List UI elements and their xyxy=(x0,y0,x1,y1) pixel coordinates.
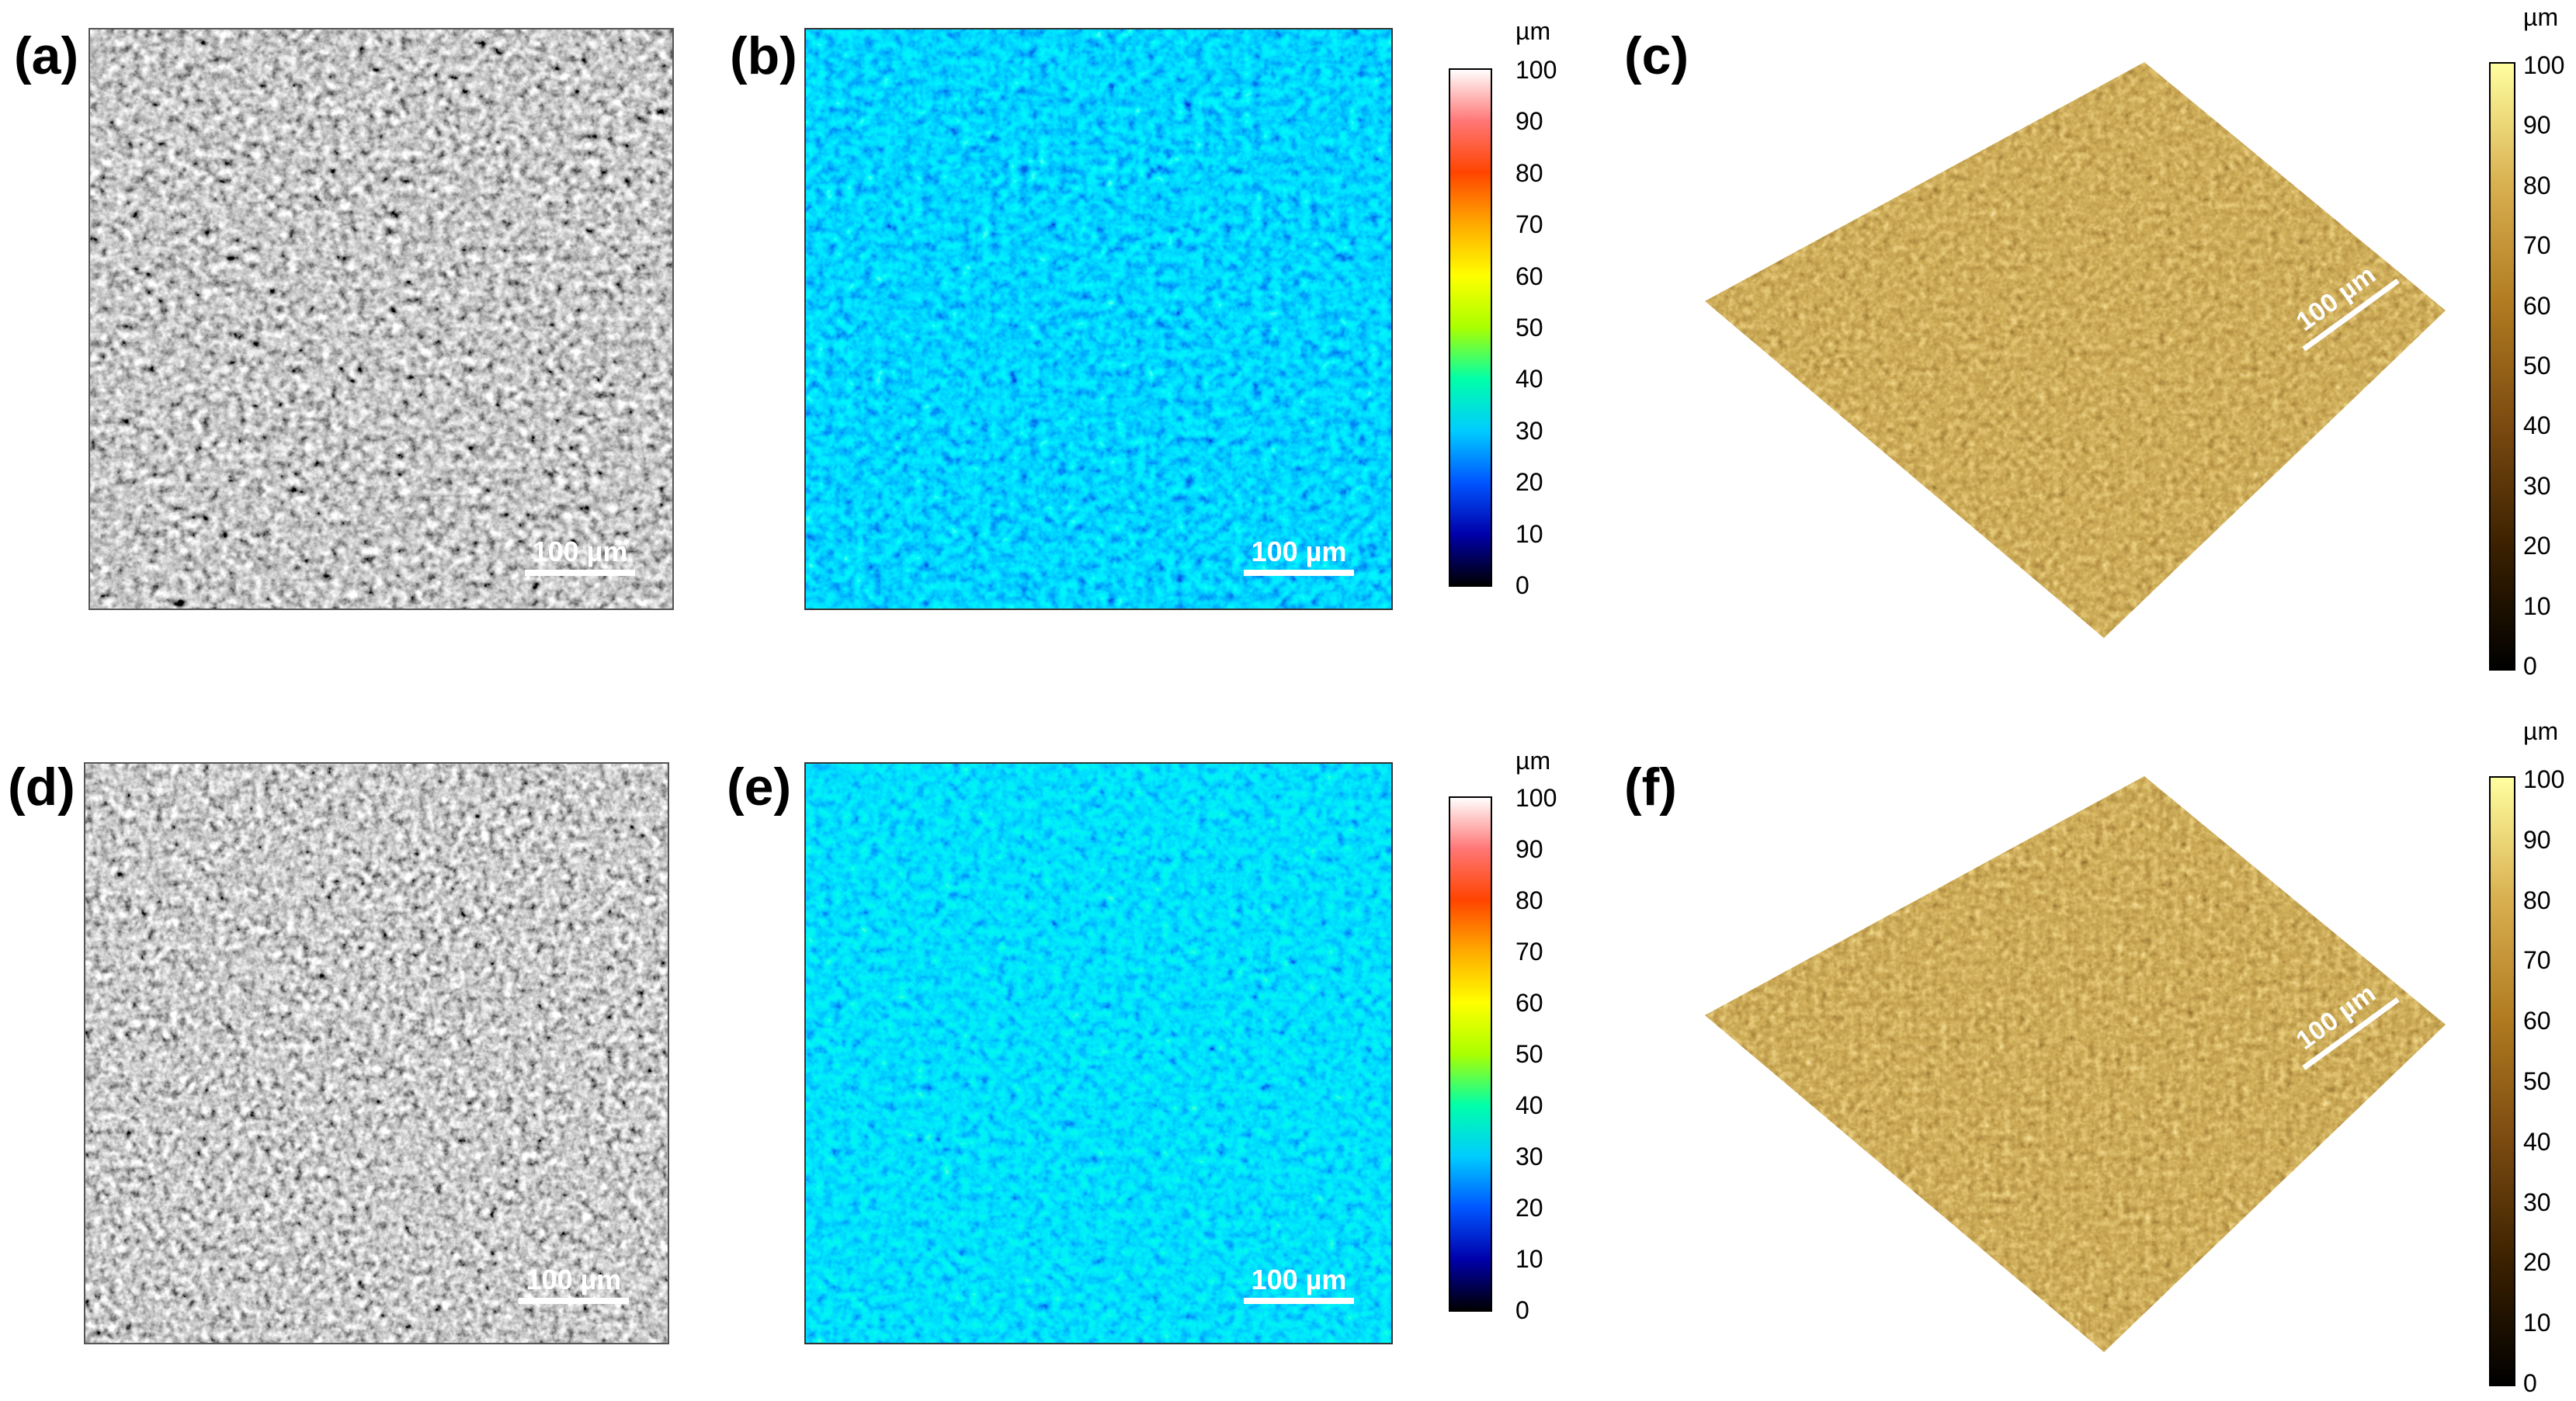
colorbar-tick-label: 20 xyxy=(2523,532,2551,560)
colorbar-tick-label: 100 xyxy=(2523,51,2565,79)
colorbar-tick-label: 40 xyxy=(1515,1091,1543,1119)
surface-3d-c: 100 µm xyxy=(1700,54,2453,644)
colorbar-tick-label: 30 xyxy=(1515,416,1543,445)
scalebar-line xyxy=(525,570,635,576)
colorbar-tick-label: 80 xyxy=(2523,886,2551,914)
panel-label-b: (b) xyxy=(730,26,797,85)
colorbar-tick-label: 90 xyxy=(2523,825,2551,854)
scalebar-line xyxy=(1244,1298,1354,1304)
scalebar-line xyxy=(1244,570,1354,576)
colorbar-gradient xyxy=(1449,796,1492,1312)
colorbar-gold-2: µm 100 90 80 70 60 50 40 30 20 10 0 xyxy=(2484,714,2576,1397)
colorbar-tick-label: 50 xyxy=(2523,352,2551,380)
scalebar-label: 100 µm xyxy=(1251,536,1347,567)
colorbar-tick-label: 60 xyxy=(1515,989,1543,1017)
colorbar-jet-2: µm 100 90 80 70 60 50 40 30 20 10 0 xyxy=(1444,745,1599,1335)
colorbar-tick-label: 20 xyxy=(2523,1248,2551,1277)
colorbar-tick-label: 30 xyxy=(2523,471,2551,500)
colorbar-tick-label: 50 xyxy=(2523,1067,2551,1095)
surface-3d-f: 100 µm xyxy=(1700,768,2453,1358)
colorbar-tick-label: 80 xyxy=(1515,886,1543,914)
height-map-e xyxy=(804,762,1393,1344)
scalebar-line xyxy=(2302,997,2400,1070)
scalebar-a: 100 µm xyxy=(522,536,638,582)
colorbar-tick-label: 60 xyxy=(2523,291,2551,320)
colorbar-unit: µm xyxy=(1515,17,1551,45)
sem-image-a xyxy=(89,28,674,610)
colorbar-tick-label: 100 xyxy=(1515,784,1557,812)
colorbar-tick-label: 70 xyxy=(1515,938,1543,966)
colorbar-tick-label: 80 xyxy=(1515,158,1543,187)
panel-label-f: (f) xyxy=(1624,758,1677,817)
colorbar-unit: µm xyxy=(2523,717,2559,745)
colorbar-tick-label: 20 xyxy=(1515,468,1543,497)
colorbar-tick-label: 70 xyxy=(2523,231,2551,260)
colorbar-tick-label: 0 xyxy=(1515,571,1529,599)
height-map-b xyxy=(804,28,1393,610)
colorbar-unit: µm xyxy=(2523,3,2559,31)
colorbar-unit: µm xyxy=(1515,747,1551,775)
scalebar-d: 100 µm xyxy=(516,1264,632,1310)
colorbar-tick-label: 40 xyxy=(1515,365,1543,394)
colorbar-tick-label: 100 xyxy=(2523,765,2565,793)
colorbar-tick-label: 0 xyxy=(2523,652,2537,680)
colorbar-tick-label: 60 xyxy=(2523,1007,2551,1035)
panel-label-a: (a) xyxy=(14,26,79,85)
colorbar-tick-label: 90 xyxy=(2523,111,2551,140)
scalebar-label: 100 µm xyxy=(526,1264,622,1295)
colorbar-jet-1: µm 100 90 80 70 60 50 40 30 20 10 0 xyxy=(1444,16,1599,605)
colorbar-tick-label: 0 xyxy=(2523,1369,2537,1397)
colorbar-tick-label: 50 xyxy=(1515,314,1543,342)
colorbar-tick-label: 20 xyxy=(1515,1194,1543,1222)
sem-image-d xyxy=(84,762,669,1344)
colorbar-gradient xyxy=(2489,62,2515,671)
colorbar-tick-label: 70 xyxy=(2523,946,2551,975)
colorbar-tick-label: 50 xyxy=(1515,1040,1543,1068)
colorbar-tick-label: 10 xyxy=(1515,519,1543,548)
colorbar-tick-label: 0 xyxy=(1515,1296,1529,1324)
scalebar-label: 100 µm xyxy=(532,536,628,567)
colorbar-tick-label: 10 xyxy=(1515,1245,1543,1273)
colorbar-tick-label: 90 xyxy=(1515,835,1543,863)
scalebar-line xyxy=(2302,278,2400,352)
panel-label-d: (d) xyxy=(8,758,75,817)
colorbar-tick-label: 30 xyxy=(2523,1188,2551,1216)
colorbar-gradient xyxy=(2489,776,2515,1386)
scalebar-b: 100 µm xyxy=(1241,536,1357,582)
colorbar-tick-label: 30 xyxy=(1515,1143,1543,1170)
scalebar-label: 100 µm xyxy=(1251,1264,1347,1295)
colorbar-tick-label: 10 xyxy=(2523,1309,2551,1337)
scalebar-line xyxy=(519,1298,629,1304)
panel-label-c: (c) xyxy=(1624,26,1689,85)
scalebar-e: 100 µm xyxy=(1241,1264,1357,1310)
colorbar-tick-label: 40 xyxy=(2523,411,2551,440)
colorbar-tick-label: 90 xyxy=(1515,107,1543,136)
colorbar-gold-1: µm 100 90 80 70 60 50 40 30 20 10 0 xyxy=(2484,0,2576,683)
colorbar-tick-label: 10 xyxy=(2523,591,2551,620)
colorbar-tick-label: 60 xyxy=(1515,262,1543,290)
colorbar-tick-label: 80 xyxy=(2523,171,2551,199)
colorbar-tick-label: 100 xyxy=(1515,56,1557,84)
colorbar-tick-label: 70 xyxy=(1515,210,1543,239)
colorbar-gradient xyxy=(1449,68,1492,587)
colorbar-tick-label: 40 xyxy=(2523,1127,2551,1156)
panel-label-e: (e) xyxy=(727,758,792,817)
